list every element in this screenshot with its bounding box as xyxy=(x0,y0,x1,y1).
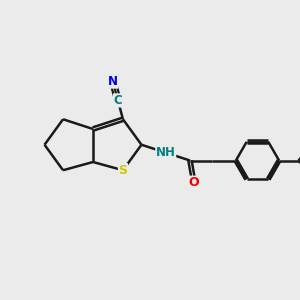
Text: C: C xyxy=(113,94,122,107)
Text: NH: NH xyxy=(156,146,176,159)
Text: S: S xyxy=(118,164,127,177)
Text: N: N xyxy=(108,75,118,88)
Text: O: O xyxy=(189,176,199,189)
